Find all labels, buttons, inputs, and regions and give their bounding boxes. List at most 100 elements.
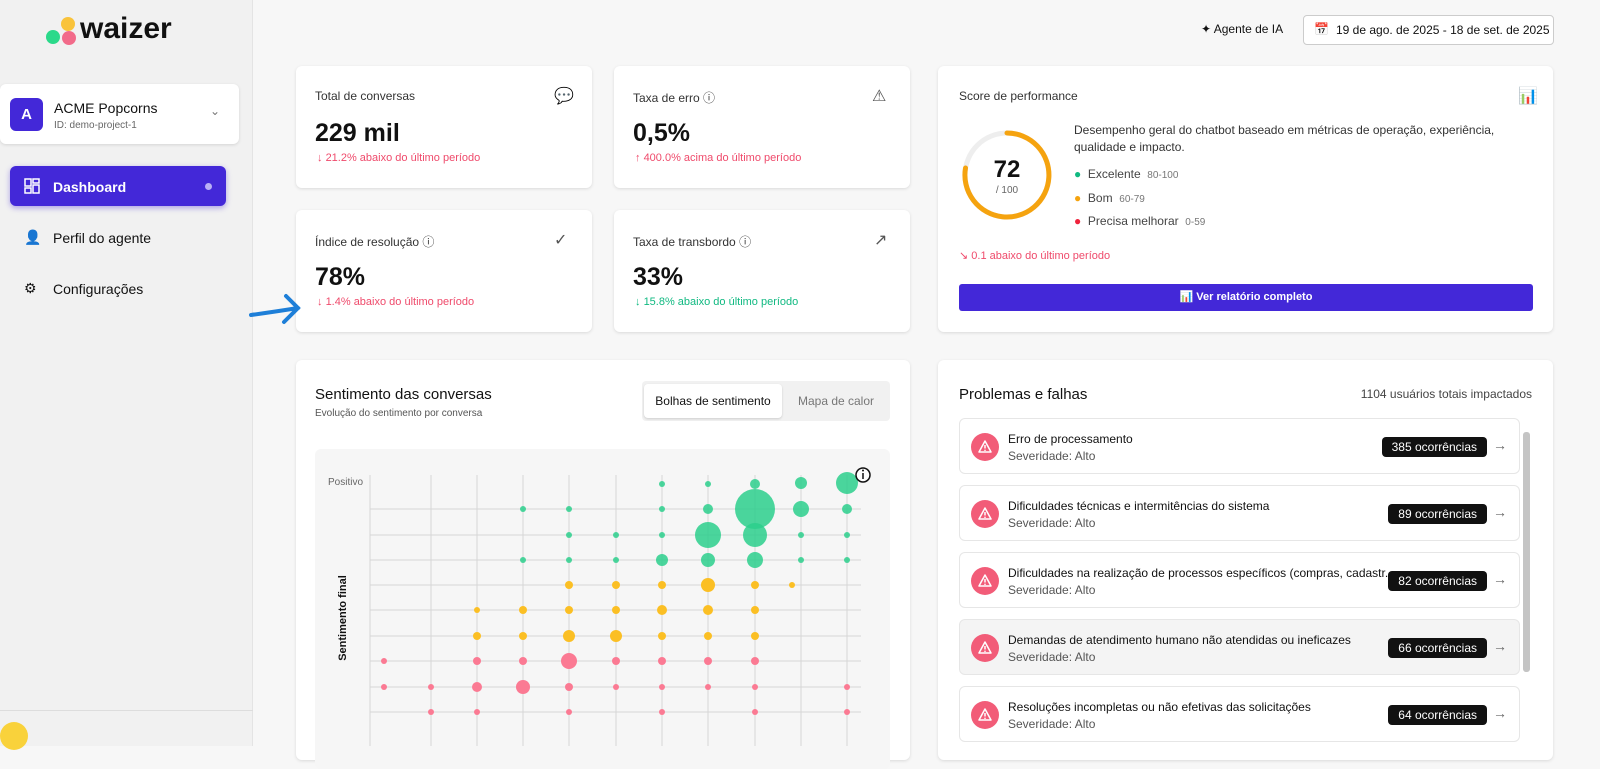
arrow: → <box>1493 571 1507 587</box>
chevron: ⌄ <box>210 104 221 118</box>
performance-title: Score de performance <box>959 89 1078 103</box>
metric-label-text: Taxa de erro <box>633 91 700 105</box>
legend-item: ● Precisa melhorar 0-59 <box>1074 214 1206 228</box>
performance-card: Score de performance 📊 72 / 100 Desempen… <box>938 66 1553 332</box>
sentiment-subtitle: Evolução do sentimento por conversa <box>315 408 483 419</box>
logo-icon <box>46 17 76 45</box>
negative-bubbles <box>381 653 850 715</box>
metric-label: Total de conversas <box>315 89 416 103</box>
project-id: ID: demo-project-1 <box>54 120 137 131</box>
issue-icon <box>971 567 999 595</box>
metric-card: Índice de resolução ⓘ ✓ 78% ↓ 1.4% abaix… <box>296 210 592 332</box>
positive-bubbles <box>520 472 858 568</box>
issue-title: Resoluções incompletas ou não efetivas d… <box>1008 700 1311 714</box>
info-icon[interactable] <box>855 467 871 483</box>
metric-value: 78% <box>315 263 366 291</box>
sentiment-card: Sentimento das conversas Evolução do sen… <box>296 360 910 769</box>
issue-count: 89 ocorrências <box>1388 504 1487 524</box>
performance-change: ↘ 0.1 abaixo do último período <box>959 250 1111 262</box>
issue-icon <box>971 433 999 461</box>
sidebar: waizer A ACME Popcorns ID: demo-project-… <box>0 0 253 750</box>
metric-change-text: 400.0% acima do último período <box>643 152 802 164</box>
icon: ✓ <box>554 232 568 249</box>
issue-icon <box>971 634 999 662</box>
logo: waizer <box>80 12 172 45</box>
legend-range: 60-79 <box>1119 194 1145 205</box>
legend-label: Precisa melhorar <box>1087 214 1179 228</box>
metric-label: Taxa de transbordo ⓘ <box>633 235 752 249</box>
divider <box>0 710 253 711</box>
metric-value: 0,5% <box>633 119 690 147</box>
tab[interactable]: Mapa de calor <box>797 394 875 408</box>
metric-label-text: Taxa de transbordo <box>633 235 736 249</box>
nav-item[interactable]: Configurações <box>53 281 144 297</box>
metric-change: ↑ 400.0% acima do último período <box>635 152 802 164</box>
score-ring <box>962 130 1052 220</box>
ai-agent-label: Agente de IA <box>1213 22 1284 36</box>
metric-change: ↓ 15.8% abaixo do último período <box>635 296 799 308</box>
icon: 📊 <box>1518 88 1538 105</box>
report-button-label: Ver relatório completo <box>1196 291 1313 303</box>
issue-row[interactable]: Erro de processamento Severidade: Alto 385… <box>959 418 1520 474</box>
warning-glyph <box>978 708 992 721</box>
project-name: ACME Popcorns <box>54 100 158 116</box>
issues-title: Problemas e falhas <box>959 386 1088 403</box>
issue-severity: Severidade: Alto <box>1008 650 1096 664</box>
issue-row[interactable]: Dificuldades na realização de processos … <box>959 552 1520 608</box>
issue-severity: Severidade: Alto <box>1008 583 1096 597</box>
warning-glyph <box>978 574 992 587</box>
arrow: → <box>1493 504 1507 520</box>
legend-label: Bom <box>1087 191 1113 205</box>
project-selector[interactable]: A ACME Popcorns ID: demo-project-1 ⌄ <box>0 84 239 144</box>
date-range-label: 19 de ago. de 2025 - 18 de set. de 2025 <box>1336 23 1550 37</box>
performance-change-text: 0.1 abaixo do último período <box>971 250 1111 262</box>
page: waizer A ACME Popcorns ID: demo-project-… <box>0 0 1554 750</box>
metric-change: ↓ 21.2% abaixo do último período <box>317 152 481 164</box>
metric-label: Índice de resolução ⓘ <box>315 235 435 249</box>
report-button[interactable]: 📊 Ver relatório completo <box>959 284 1533 311</box>
bubble-chart <box>369 467 871 746</box>
issue-icon <box>971 701 999 729</box>
metric-change-text: 21.2% abaixo do último período <box>325 152 481 164</box>
metric-change-text: 15.8% abaixo do último período <box>643 296 799 308</box>
arrow: → <box>1493 437 1507 453</box>
nav-active[interactable]: Dashboard <box>10 166 226 206</box>
issue-severity: Severidade: Alto <box>1008 717 1096 731</box>
metric-label-text: Índice de resolução <box>315 235 420 249</box>
arrow: → <box>1493 705 1507 721</box>
legend-item: ● Bom 60-79 <box>1074 191 1145 205</box>
calendar-icon: 📅 <box>1314 22 1329 36</box>
icon: ⚠ <box>872 88 887 105</box>
issue-row[interactable]: Dificuldades técnicas e intermitências d… <box>959 485 1520 541</box>
sentiment-title: Sentimento das conversas <box>315 386 492 403</box>
metric-change-text: 1.4% abaixo do último período <box>325 296 475 308</box>
date-range[interactable]: 📅 19 de ago. de 2025 - 18 de set. de 2025 <box>1303 15 1554 45</box>
tabs: Bolhas de sentimento Mapa de calor <box>642 381 890 421</box>
legend-label: Excelente <box>1087 167 1141 181</box>
issue-title: Erro de processamento <box>1008 432 1133 446</box>
y-top-label: Positivo <box>328 477 364 488</box>
ai-agent-button[interactable]: ✦ Agente de IA <box>1201 22 1284 36</box>
issue-title: Dificuldades na realização de processos … <box>1008 566 1395 580</box>
metric-value: 229 mil <box>315 119 400 147</box>
warning-glyph <box>978 507 992 520</box>
annotation-arrow <box>249 294 301 324</box>
user-avatar[interactable] <box>0 722 28 750</box>
icon: ↗ <box>874 232 888 249</box>
metric-card: Taxa de erro ⓘ ⚠ 0,5% ↑ 400.0% acima do … <box>614 66 910 188</box>
icon <box>24 178 40 194</box>
project-initial: A <box>10 98 43 131</box>
performance-description: Desempenho geral do chatbot baseado em m… <box>1074 123 1495 154</box>
issue-count: 82 ocorrências <box>1388 571 1487 591</box>
nav-item: Dashboard <box>53 179 127 195</box>
warning-glyph <box>978 440 992 453</box>
nav-item[interactable]: Perfil do agente <box>53 230 152 246</box>
neutral-bubbles <box>473 578 795 642</box>
issue-row[interactable]: Resoluções incompletas ou não efetivas d… <box>959 686 1520 742</box>
tab-active[interactable]: Bolhas de sentimento <box>644 384 782 418</box>
legend-range: 0-59 <box>1185 217 1206 228</box>
issue-row[interactable]: Demandas de atendimento humano não atend… <box>959 619 1520 675</box>
metric-card: Total de conversas 💬 229 mil ↓ 21.2% aba… <box>296 66 592 188</box>
scrollbar[interactable] <box>1523 432 1530 672</box>
arrow: → <box>1493 638 1507 654</box>
